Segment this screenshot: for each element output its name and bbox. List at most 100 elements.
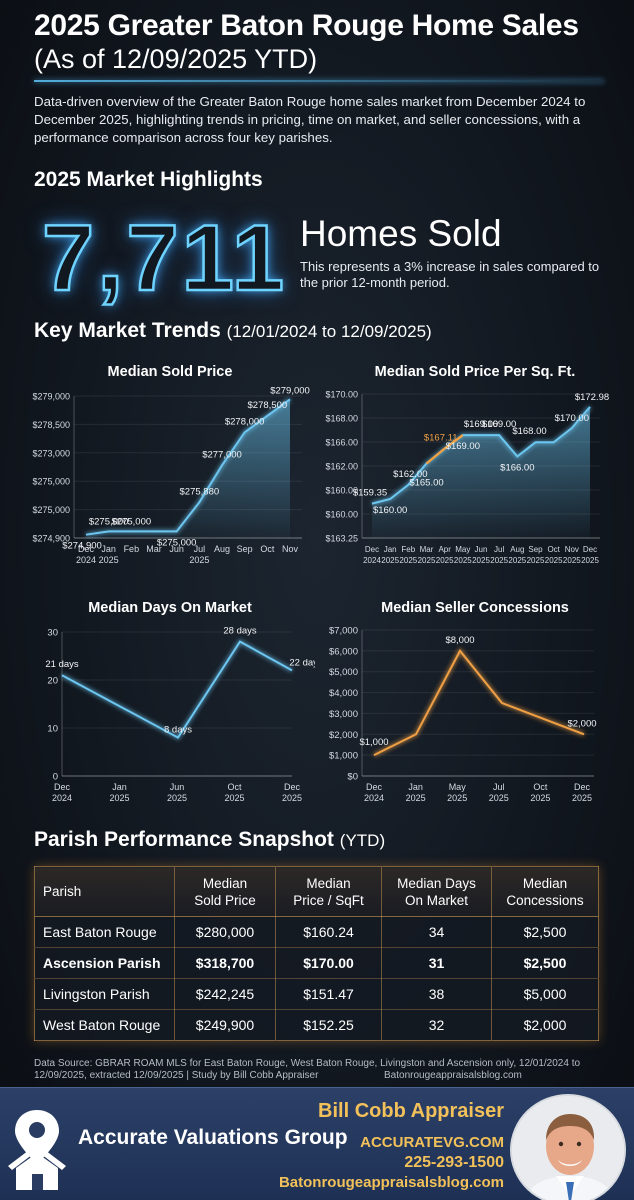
y-tick-label: $274,900 <box>32 534 70 544</box>
y-tick-label: $273,000 <box>32 448 70 458</box>
table-cell-sqft: $170.00 <box>275 947 382 979</box>
chart-title-median-price: Median Sold Price <box>107 364 233 380</box>
data-label: $169.00 <box>464 419 498 430</box>
table-cell-price: $242,245 <box>174 978 276 1010</box>
x-tick-label: Dec <box>366 782 383 792</box>
chart-title-concessions: Median Seller Concessions <box>381 600 569 616</box>
x-tick-year-label: 2025 <box>282 793 302 803</box>
chart-title-days-on-market: Median Days On Market <box>88 600 252 616</box>
x-tick-label: Oct <box>260 544 275 554</box>
x-tick-label: Sep <box>528 545 543 554</box>
data-label: $278,500 <box>248 400 288 411</box>
data-label: $8,000 <box>445 635 474 646</box>
x-tick-label: Nov <box>282 544 299 554</box>
homes-sold-number: 7,711 <box>41 205 288 310</box>
data-label: $159.35 <box>353 488 387 499</box>
series-line <box>373 649 585 757</box>
website-link[interactable]: ACCURATEVG.COM <box>360 1134 504 1151</box>
table-row: West Baton Rouge $249,900 $152.25 32 $2,000 <box>34 1009 599 1041</box>
x-tick-label: Jul <box>493 782 505 792</box>
x-tick-year-label: 2025 <box>489 793 509 803</box>
x-tick-year-label: 2025 <box>436 556 454 565</box>
y-tick-label: $5,000 <box>329 667 358 678</box>
x-tick-label: Jan <box>112 782 127 792</box>
seller-concessions-chart: $7,000$6,000$5,000$4,000$3,000$2,000$1,0… <box>329 626 597 804</box>
data-source: Data Source: GBRAR ROAM MLS for East Bat… <box>34 1058 604 1082</box>
x-tick-year-label: 2025 <box>581 556 599 565</box>
x-tick-label: Dec <box>574 782 591 792</box>
table-cell-dom: 31 <box>381 947 492 979</box>
table-cell-price: $318,700 <box>174 947 276 979</box>
x-tick-year-label: 2025 <box>572 793 592 803</box>
x-tick-label: Oct <box>227 782 242 792</box>
data-label: $279,000 <box>270 385 310 396</box>
col-header: Median Days On Market <box>381 866 492 917</box>
highlights-heading: 2025 Market Highlights <box>34 168 263 191</box>
col-header: Median Concessions <box>491 866 599 917</box>
table-cell-parish: East Baton Rouge <box>34 916 175 948</box>
data-label: $166.00 <box>500 462 534 473</box>
data-label: 21 days <box>45 659 79 670</box>
x-tick-year-label: 2025 <box>399 556 417 565</box>
y-tick-label: 20 <box>47 676 58 687</box>
x-tick-year-label: 2025 <box>224 793 244 803</box>
x-tick-label: Jan <box>101 544 116 554</box>
y-tick-label: $3,000 <box>329 709 358 720</box>
data-label: 28 days <box>223 626 257 637</box>
x-tick-label: Jan <box>384 545 397 554</box>
y-tick-label: $279,000 <box>32 392 70 402</box>
data-label: $172.98 <box>575 392 609 403</box>
x-tick-label: Dec <box>54 782 71 792</box>
table-cell-parish: Livingston Parish <box>34 978 175 1010</box>
homes-sold-note: This represents a 3% increase in sales c… <box>300 259 600 290</box>
trends-heading-title: Key Market Trends <box>34 319 221 342</box>
x-tick-year-label: 2025 <box>454 556 472 565</box>
x-tick-year-label: 2025 <box>530 793 550 803</box>
chart-title-price-sqft: Median Sold Price Per Sq. Ft. <box>374 364 576 380</box>
x-tick-label: May <box>455 545 470 554</box>
x-tick-label: Sep <box>237 544 253 554</box>
x-tick-year-label: 2024 <box>52 793 72 803</box>
table-cell-conc: $5,000 <box>491 978 599 1010</box>
table-row: Ascension Parish $318,700 $170.00 31 $2,500 <box>34 947 599 979</box>
y-tick-label: $7,000 <box>329 626 358 637</box>
x-tick-label: Dec <box>365 545 379 554</box>
x-tick-year-label: 2024 <box>364 793 384 803</box>
x-tick-label: Jun <box>169 544 184 554</box>
x-tick-year-label: 2025 <box>167 793 187 803</box>
header: 2025 Greater Baton Rouge Home Sales (As … <box>34 8 624 74</box>
x-tick-year-label: 2025 <box>490 556 508 565</box>
x-tick-year-label: 2025 <box>472 556 490 565</box>
data-label: $160.00 <box>373 505 407 516</box>
table-cell-dom: 38 <box>381 978 492 1010</box>
table-cell-sqft: $152.25 <box>275 1009 382 1041</box>
x-tick-year-label: 2025 <box>418 556 436 565</box>
data-label: $2,000 <box>567 718 596 729</box>
title-divider <box>34 80 604 82</box>
table-cell-parish: Ascension Parish <box>34 947 175 979</box>
data-label: $162.00 <box>393 469 427 480</box>
phone-number[interactable]: 225-293-1500 <box>404 1154 504 1171</box>
data-source-blog: Batonrougeappraisalsblog.com <box>384 1070 522 1081</box>
x-tick-year-label: 2025 <box>406 793 426 803</box>
appraiser-photo <box>510 1094 626 1200</box>
y-tick-label: $0 <box>347 772 358 783</box>
x-tick-year-label: 2024 <box>363 556 381 565</box>
series-line <box>85 398 291 536</box>
y-tick-label: $160.00 <box>325 510 358 520</box>
y-tick-label: $2,000 <box>329 730 358 741</box>
x-tick-year-label: 2025 <box>563 556 581 565</box>
y-tick-label: 10 <box>47 724 58 735</box>
y-tick-label: $168.00 <box>325 414 358 424</box>
x-tick-label: Nov <box>565 545 579 554</box>
x-tick-label: Dec <box>583 545 597 554</box>
table-cell-parish: West Baton Rouge <box>34 1009 175 1041</box>
table-cell-conc: $2,500 <box>491 947 599 979</box>
y-tick-label: $275,000 <box>32 505 70 515</box>
blog-link[interactable]: Batonrougeappraisalsblog.com <box>278 1174 504 1191</box>
data-label: 22 days <box>289 657 315 668</box>
data-label: 8 days <box>164 725 192 736</box>
trends-heading: Key Market Trends (12/01/2024 to 12/09/2… <box>34 319 432 343</box>
x-tick-label: Feb <box>124 544 140 554</box>
data-label: $274,900 <box>62 541 102 552</box>
